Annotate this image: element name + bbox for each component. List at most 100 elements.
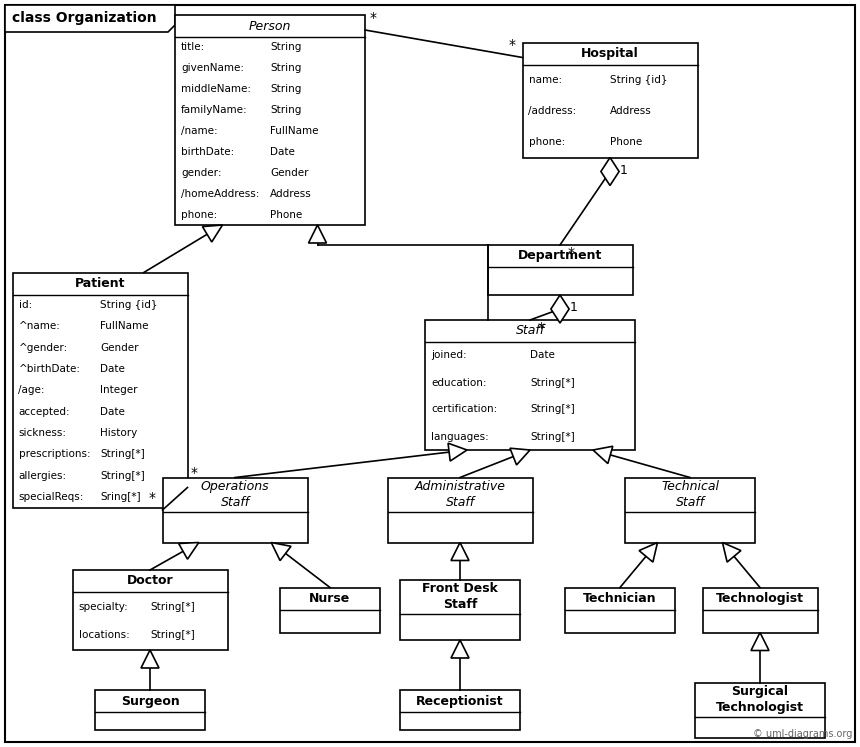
Bar — [280, 587, 380, 633]
Text: /homeAddress:: /homeAddress: — [181, 189, 260, 199]
Text: Administrative
Staff: Administrative Staff — [415, 480, 506, 509]
Text: ^name:: ^name: — [19, 321, 60, 332]
Bar — [72, 570, 228, 650]
Polygon shape — [751, 633, 769, 651]
Text: phone:: phone: — [181, 210, 218, 220]
Text: Phone: Phone — [270, 210, 302, 220]
Text: familyName:: familyName: — [181, 105, 248, 115]
Text: ^gender:: ^gender: — [19, 343, 68, 353]
Text: Gender: Gender — [100, 343, 138, 353]
Bar — [425, 320, 635, 450]
Text: String[*]: String[*] — [100, 449, 144, 459]
Polygon shape — [141, 650, 159, 668]
Text: birthDate:: birthDate: — [181, 147, 234, 157]
Text: Integer: Integer — [100, 385, 138, 395]
Text: phone:: phone: — [529, 137, 565, 147]
Text: Surgical
Technologist: Surgical Technologist — [716, 685, 804, 714]
Bar — [695, 683, 825, 737]
Text: Date: Date — [530, 350, 555, 361]
Bar — [388, 477, 532, 542]
Text: Receptionist: Receptionist — [416, 695, 504, 707]
Bar — [13, 273, 187, 507]
Text: /address:: /address: — [529, 106, 577, 116]
Text: Doctor: Doctor — [126, 574, 174, 587]
Polygon shape — [271, 542, 291, 560]
Text: String[*]: String[*] — [100, 471, 144, 480]
Polygon shape — [551, 295, 569, 323]
Text: String {id}: String {id} — [610, 75, 667, 85]
Text: title:: title: — [181, 43, 206, 52]
Text: Date: Date — [100, 364, 125, 374]
Polygon shape — [179, 542, 199, 560]
Text: Department: Department — [518, 249, 602, 262]
Text: accepted:: accepted: — [19, 406, 71, 417]
Polygon shape — [309, 225, 327, 243]
Text: © uml-diagrams.org: © uml-diagrams.org — [752, 729, 852, 739]
Text: gender:: gender: — [181, 168, 222, 178]
Polygon shape — [639, 542, 658, 562]
Text: Hospital: Hospital — [581, 47, 639, 60]
Text: name:: name: — [529, 75, 562, 85]
Text: *: * — [370, 11, 377, 25]
Bar — [95, 690, 205, 730]
Text: Staff: Staff — [515, 324, 544, 338]
Bar — [488, 245, 632, 295]
Text: Technician: Technician — [583, 592, 657, 605]
Text: Front Desk
Staff: Front Desk Staff — [422, 583, 498, 612]
Text: Operations
Staff: Operations Staff — [200, 480, 269, 509]
Bar — [703, 587, 818, 633]
Text: Sring[*]: Sring[*] — [100, 492, 141, 502]
Text: FullName: FullName — [100, 321, 149, 332]
Text: specialReqs:: specialReqs: — [19, 492, 84, 502]
Text: String[*]: String[*] — [530, 377, 574, 388]
Text: *: * — [191, 466, 198, 480]
Bar — [625, 477, 755, 542]
Text: specialty:: specialty: — [78, 601, 128, 612]
Polygon shape — [202, 225, 223, 242]
Text: 1: 1 — [570, 301, 578, 314]
Text: Technical
Staff: Technical Staff — [661, 480, 719, 509]
Text: String {id}: String {id} — [100, 300, 157, 310]
Text: Patient: Patient — [75, 277, 126, 290]
Polygon shape — [448, 443, 467, 461]
Text: locations:: locations: — [78, 630, 129, 640]
Text: /age:: /age: — [19, 385, 45, 395]
Text: String[*]: String[*] — [150, 630, 194, 640]
Bar — [565, 587, 675, 633]
Text: *: * — [149, 491, 156, 505]
Text: certification:: certification: — [431, 404, 497, 415]
Text: Nurse: Nurse — [310, 592, 351, 605]
Text: allergies:: allergies: — [19, 471, 66, 480]
Text: Address: Address — [610, 106, 652, 116]
Text: ^birthDate:: ^birthDate: — [19, 364, 81, 374]
Text: Phone: Phone — [610, 137, 642, 147]
Text: Person: Person — [249, 19, 292, 33]
Polygon shape — [593, 446, 613, 464]
Polygon shape — [451, 640, 469, 658]
Text: String: String — [270, 63, 301, 73]
Text: Address: Address — [270, 189, 311, 199]
Text: Date: Date — [270, 147, 295, 157]
Bar — [400, 690, 520, 730]
Text: String[*]: String[*] — [530, 404, 574, 415]
Text: Technologist: Technologist — [716, 592, 804, 605]
Text: 1: 1 — [620, 164, 628, 176]
Bar — [175, 15, 365, 225]
Text: *: * — [508, 39, 515, 52]
Bar — [400, 580, 520, 640]
Text: languages:: languages: — [431, 432, 488, 441]
Text: String[*]: String[*] — [530, 432, 574, 441]
Text: Date: Date — [100, 406, 125, 417]
Text: middleName:: middleName: — [181, 84, 251, 94]
Text: givenName:: givenName: — [181, 63, 244, 73]
Text: String: String — [270, 105, 301, 115]
Text: Gender: Gender — [270, 168, 309, 178]
Text: id:: id: — [19, 300, 32, 310]
Text: History: History — [100, 428, 138, 438]
Text: /name:: /name: — [181, 126, 218, 136]
Polygon shape — [451, 542, 469, 560]
Text: education:: education: — [431, 377, 487, 388]
Text: String: String — [270, 84, 301, 94]
Text: FullName: FullName — [270, 126, 318, 136]
Polygon shape — [5, 5, 175, 32]
